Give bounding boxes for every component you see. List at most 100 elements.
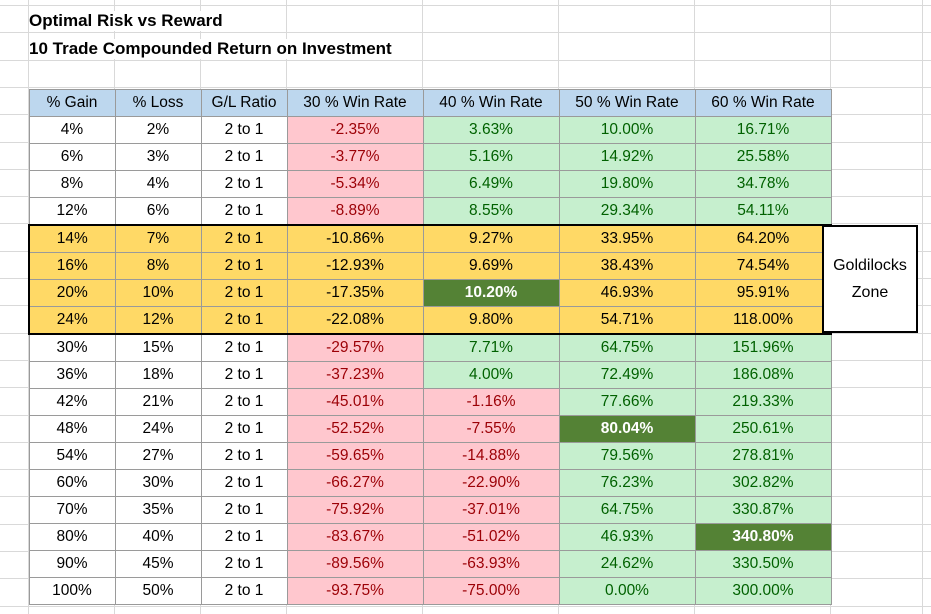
win60-cell[interactable]: 118.00%	[694, 306, 832, 335]
sheet-subtitle[interactable]: 10 Trade Compounded Return on Investment	[29, 39, 396, 59]
win50-cell[interactable]: 46.93%	[558, 523, 696, 551]
win30-cell[interactable]: -45.01%	[286, 388, 424, 416]
header-cell-win40[interactable]: 40 % Win Rate	[422, 89, 560, 117]
ratio-cell[interactable]: 2 to 1	[200, 550, 288, 578]
win50-cell[interactable]: 64.75%	[558, 333, 696, 362]
win50-cell[interactable]: 54.71%	[558, 306, 696, 335]
win40-cell[interactable]: 3.63%	[422, 116, 560, 144]
win50-cell[interactable]: 38.43%	[558, 252, 696, 280]
gain-cell[interactable]: 100%	[28, 577, 116, 605]
loss-cell[interactable]: 8%	[114, 252, 202, 280]
ratio-cell[interactable]: 2 to 1	[200, 496, 288, 524]
loss-cell[interactable]: 30%	[114, 469, 202, 497]
win30-cell[interactable]: -66.27%	[286, 469, 424, 497]
loss-cell[interactable]: 24%	[114, 415, 202, 443]
goldilocks-zone-label[interactable]: Goldilocks Zone	[822, 225, 918, 333]
win50-cell[interactable]: 14.92%	[558, 143, 696, 171]
win60-cell[interactable]: 151.96%	[694, 333, 832, 362]
win30-cell[interactable]: -59.65%	[286, 442, 424, 470]
gain-cell[interactable]: 30%	[28, 333, 116, 362]
win40-best-cell[interactable]: 10.20%	[422, 279, 560, 307]
win30-cell[interactable]: -52.52%	[286, 415, 424, 443]
win60-cell[interactable]: 74.54%	[694, 252, 832, 280]
gain-cell[interactable]: 48%	[28, 415, 116, 443]
win50-cell[interactable]: 76.23%	[558, 469, 696, 497]
win40-cell[interactable]: 5.16%	[422, 143, 560, 171]
loss-cell[interactable]: 21%	[114, 388, 202, 416]
win30-cell[interactable]: -2.35%	[286, 116, 424, 144]
win60-best-cell[interactable]: 340.80%	[694, 523, 832, 551]
win60-cell[interactable]: 16.71%	[694, 116, 832, 144]
ratio-cell[interactable]: 2 to 1	[200, 442, 288, 470]
win40-cell[interactable]: -63.93%	[422, 550, 560, 578]
win40-cell[interactable]: -75.00%	[422, 577, 560, 605]
loss-cell[interactable]: 2%	[114, 116, 202, 144]
win30-cell[interactable]: -12.93%	[286, 252, 424, 280]
gain-cell[interactable]: 70%	[28, 496, 116, 524]
win50-cell[interactable]: 46.93%	[558, 279, 696, 307]
ratio-cell[interactable]: 2 to 1	[200, 333, 288, 362]
ratio-cell[interactable]: 2 to 1	[200, 361, 288, 389]
ratio-cell[interactable]: 2 to 1	[200, 197, 288, 226]
gain-cell[interactable]: 60%	[28, 469, 116, 497]
win40-cell[interactable]: 4.00%	[422, 361, 560, 389]
win60-cell[interactable]: 34.78%	[694, 170, 832, 198]
win40-cell[interactable]: -1.16%	[422, 388, 560, 416]
header-cell-gain[interactable]: % Gain	[28, 89, 116, 117]
win40-cell[interactable]: 6.49%	[422, 170, 560, 198]
win50-cell[interactable]: 79.56%	[558, 442, 696, 470]
loss-cell[interactable]: 3%	[114, 143, 202, 171]
gain-cell[interactable]: 6%	[28, 143, 116, 171]
win50-cell[interactable]: 72.49%	[558, 361, 696, 389]
loss-cell[interactable]: 10%	[114, 279, 202, 307]
loss-cell[interactable]: 27%	[114, 442, 202, 470]
win60-cell[interactable]: 219.33%	[694, 388, 832, 416]
gain-cell[interactable]: 12%	[28, 197, 116, 226]
gain-cell[interactable]: 4%	[28, 116, 116, 144]
ratio-cell[interactable]: 2 to 1	[200, 279, 288, 307]
win60-cell[interactable]: 64.20%	[694, 224, 832, 253]
win50-cell[interactable]: 10.00%	[558, 116, 696, 144]
gain-cell[interactable]: 90%	[28, 550, 116, 578]
win50-cell[interactable]: 77.66%	[558, 388, 696, 416]
loss-cell[interactable]: 12%	[114, 306, 202, 335]
ratio-cell[interactable]: 2 to 1	[200, 388, 288, 416]
win50-cell[interactable]: 19.80%	[558, 170, 696, 198]
win60-cell[interactable]: 25.58%	[694, 143, 832, 171]
win40-cell[interactable]: 9.69%	[422, 252, 560, 280]
win30-cell[interactable]: -29.57%	[286, 333, 424, 362]
ratio-cell[interactable]: 2 to 1	[200, 415, 288, 443]
win60-cell[interactable]: 186.08%	[694, 361, 832, 389]
header-cell-win50[interactable]: 50 % Win Rate	[558, 89, 696, 117]
ratio-cell[interactable]: 2 to 1	[200, 170, 288, 198]
win40-cell[interactable]: -7.55%	[422, 415, 560, 443]
win40-cell[interactable]: -51.02%	[422, 523, 560, 551]
ratio-cell[interactable]: 2 to 1	[200, 252, 288, 280]
gain-cell[interactable]: 24%	[28, 306, 116, 335]
win30-cell[interactable]: -93.75%	[286, 577, 424, 605]
win50-best-cell[interactable]: 80.04%	[558, 415, 696, 443]
sheet-title[interactable]: Optimal Risk vs Reward	[29, 11, 227, 31]
gain-cell[interactable]: 8%	[28, 170, 116, 198]
win30-cell[interactable]: -89.56%	[286, 550, 424, 578]
loss-cell[interactable]: 40%	[114, 523, 202, 551]
header-cell-loss[interactable]: % Loss	[114, 89, 202, 117]
win60-cell[interactable]: 330.50%	[694, 550, 832, 578]
win30-cell[interactable]: -3.77%	[286, 143, 424, 171]
loss-cell[interactable]: 18%	[114, 361, 202, 389]
ratio-cell[interactable]: 2 to 1	[200, 523, 288, 551]
win50-cell[interactable]: 33.95%	[558, 224, 696, 253]
header-cell-ratio[interactable]: G/L Ratio	[200, 89, 288, 117]
header-cell-win60[interactable]: 60 % Win Rate	[694, 89, 832, 117]
loss-cell[interactable]: 15%	[114, 333, 202, 362]
win60-cell[interactable]: 250.61%	[694, 415, 832, 443]
win30-cell[interactable]: -5.34%	[286, 170, 424, 198]
header-cell-win30[interactable]: 30 % Win Rate	[286, 89, 424, 117]
win60-cell[interactable]: 330.87%	[694, 496, 832, 524]
ratio-cell[interactable]: 2 to 1	[200, 116, 288, 144]
win30-cell[interactable]: -8.89%	[286, 197, 424, 226]
win50-cell[interactable]: 0.00%	[558, 577, 696, 605]
win30-cell[interactable]: -37.23%	[286, 361, 424, 389]
loss-cell[interactable]: 45%	[114, 550, 202, 578]
win40-cell[interactable]: -14.88%	[422, 442, 560, 470]
